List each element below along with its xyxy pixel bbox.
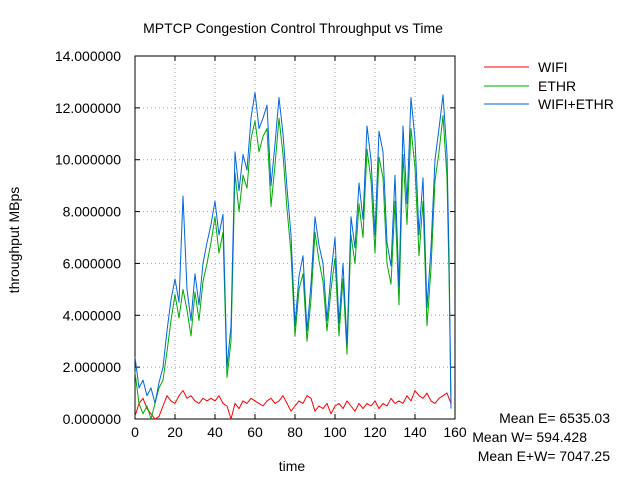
series-line-wifi-ethr <box>134 91 452 409</box>
x-tick-label: 0 <box>131 424 139 440</box>
x-tick-label: 100 <box>323 424 347 440</box>
y-tick-label: 2.000000 <box>63 359 122 375</box>
series-lines <box>134 91 452 420</box>
y-tick-label: 10.000000 <box>55 152 121 168</box>
legend-label-ethr: ETHR <box>538 78 576 94</box>
y-tick-label: 12.000000 <box>55 100 121 116</box>
y-tick-label: 8.000000 <box>63 204 122 220</box>
mean-ew-stat: Mean E+W= 7047.25 <box>478 448 611 464</box>
x-axis-label: time <box>279 458 306 474</box>
x-tick-label: 160 <box>443 424 467 440</box>
x-tick-label: 80 <box>287 424 303 440</box>
grid-lines <box>135 56 455 419</box>
x-tick-label: 40 <box>207 424 223 440</box>
y-tick-label: 14.000000 <box>55 48 121 64</box>
legend-label-wifi: WIFI <box>538 59 568 75</box>
y-tick-label: 0.000000 <box>63 411 122 427</box>
mean-w-stat: Mean W= 594.428 <box>472 429 587 445</box>
x-tick-label: 60 <box>247 424 263 440</box>
legend-label-wifi-ethr: WIFI+ETHR <box>538 96 614 112</box>
legend: WIFI ETHR WIFI+ETHR <box>484 59 614 112</box>
axis-ticks: 0 20 40 60 80 100 120 140 160 0.000000 2.000000 4.0… <box>55 48 467 440</box>
y-tick-label: 6.000000 <box>63 255 122 271</box>
series-line-wifi <box>134 390 452 420</box>
x-tick-label: 120 <box>363 424 387 440</box>
mean-e-stat: Mean E= 6535.03 <box>499 410 610 426</box>
y-tick-label: 4.000000 <box>63 307 122 323</box>
y-axis-label: throughput MBps <box>6 187 22 294</box>
series-line-ethr <box>134 115 452 420</box>
x-tick-label: 140 <box>403 424 427 440</box>
x-tick-label: 20 <box>167 424 183 440</box>
chart-title: MPTCP Congestion Control Throughput vs T… <box>143 20 443 36</box>
